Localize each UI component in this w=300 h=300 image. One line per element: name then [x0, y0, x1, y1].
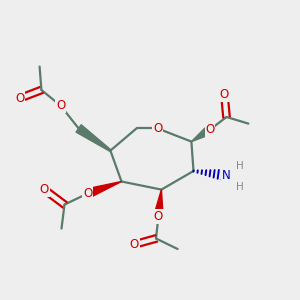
Text: O: O	[40, 183, 49, 196]
Polygon shape	[191, 126, 213, 142]
Text: N: N	[222, 169, 231, 182]
Polygon shape	[154, 190, 163, 217]
Text: H: H	[236, 182, 244, 193]
Polygon shape	[86, 182, 122, 198]
Text: O: O	[83, 187, 92, 200]
Text: O: O	[56, 99, 65, 112]
Text: O: O	[15, 92, 24, 105]
Text: O: O	[220, 88, 229, 101]
Text: H: H	[236, 160, 243, 171]
Text: O: O	[154, 210, 163, 223]
Text: O: O	[206, 123, 214, 136]
Polygon shape	[76, 125, 111, 151]
Text: O: O	[153, 122, 162, 135]
Text: O: O	[130, 238, 139, 251]
